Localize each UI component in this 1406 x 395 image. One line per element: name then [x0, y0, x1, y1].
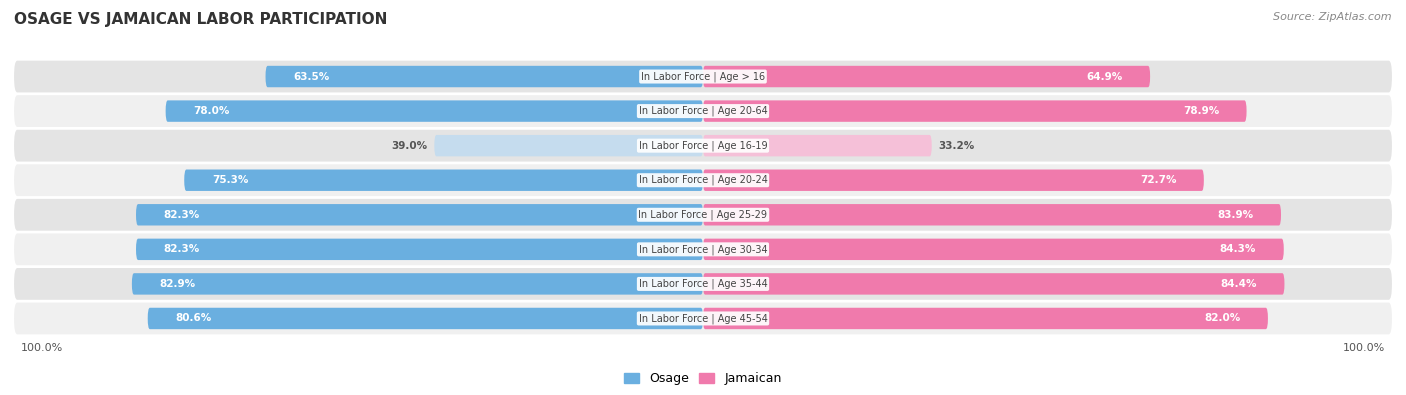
FancyBboxPatch shape	[703, 273, 1285, 295]
Text: 72.7%: 72.7%	[1140, 175, 1177, 185]
FancyBboxPatch shape	[14, 130, 1392, 162]
FancyBboxPatch shape	[703, 169, 1204, 191]
FancyBboxPatch shape	[14, 95, 1392, 127]
Text: In Labor Force | Age 16-19: In Labor Force | Age 16-19	[638, 140, 768, 151]
Text: 82.3%: 82.3%	[163, 245, 200, 254]
FancyBboxPatch shape	[14, 164, 1392, 196]
FancyBboxPatch shape	[14, 60, 1392, 92]
FancyBboxPatch shape	[166, 100, 703, 122]
FancyBboxPatch shape	[703, 204, 1281, 226]
Text: In Labor Force | Age 35-44: In Labor Force | Age 35-44	[638, 278, 768, 289]
FancyBboxPatch shape	[14, 233, 1392, 265]
FancyBboxPatch shape	[703, 308, 1268, 329]
Text: 78.9%: 78.9%	[1182, 106, 1219, 116]
Text: 82.0%: 82.0%	[1204, 314, 1240, 324]
Text: In Labor Force | Age 20-24: In Labor Force | Age 20-24	[638, 175, 768, 186]
Text: 82.9%: 82.9%	[159, 279, 195, 289]
FancyBboxPatch shape	[703, 66, 1150, 87]
FancyBboxPatch shape	[14, 199, 1392, 231]
Text: In Labor Force | Age 45-54: In Labor Force | Age 45-54	[638, 313, 768, 324]
Text: In Labor Force | Age 25-29: In Labor Force | Age 25-29	[638, 209, 768, 220]
Text: 80.6%: 80.6%	[176, 314, 211, 324]
FancyBboxPatch shape	[14, 268, 1392, 300]
Text: 82.3%: 82.3%	[163, 210, 200, 220]
FancyBboxPatch shape	[703, 100, 1247, 122]
FancyBboxPatch shape	[14, 303, 1392, 334]
Text: 63.5%: 63.5%	[292, 71, 329, 81]
Text: 100.0%: 100.0%	[1343, 343, 1385, 354]
Text: In Labor Force | Age > 16: In Labor Force | Age > 16	[641, 71, 765, 82]
Legend: Osage, Jamaican: Osage, Jamaican	[620, 367, 786, 390]
Text: OSAGE VS JAMAICAN LABOR PARTICIPATION: OSAGE VS JAMAICAN LABOR PARTICIPATION	[14, 12, 388, 27]
FancyBboxPatch shape	[132, 273, 703, 295]
FancyBboxPatch shape	[148, 308, 703, 329]
FancyBboxPatch shape	[703, 135, 932, 156]
Text: 75.3%: 75.3%	[212, 175, 249, 185]
Text: 64.9%: 64.9%	[1087, 71, 1122, 81]
Text: 84.4%: 84.4%	[1220, 279, 1257, 289]
FancyBboxPatch shape	[434, 135, 703, 156]
Text: 83.9%: 83.9%	[1218, 210, 1254, 220]
FancyBboxPatch shape	[136, 239, 703, 260]
FancyBboxPatch shape	[184, 169, 703, 191]
Text: Source: ZipAtlas.com: Source: ZipAtlas.com	[1274, 12, 1392, 22]
Text: In Labor Force | Age 20-64: In Labor Force | Age 20-64	[638, 106, 768, 117]
Text: 100.0%: 100.0%	[21, 343, 63, 354]
FancyBboxPatch shape	[266, 66, 703, 87]
Text: 39.0%: 39.0%	[391, 141, 427, 150]
Text: In Labor Force | Age 30-34: In Labor Force | Age 30-34	[638, 244, 768, 255]
FancyBboxPatch shape	[703, 239, 1284, 260]
FancyBboxPatch shape	[136, 204, 703, 226]
Text: 33.2%: 33.2%	[939, 141, 974, 150]
Text: 84.3%: 84.3%	[1220, 245, 1256, 254]
Text: 78.0%: 78.0%	[193, 106, 229, 116]
